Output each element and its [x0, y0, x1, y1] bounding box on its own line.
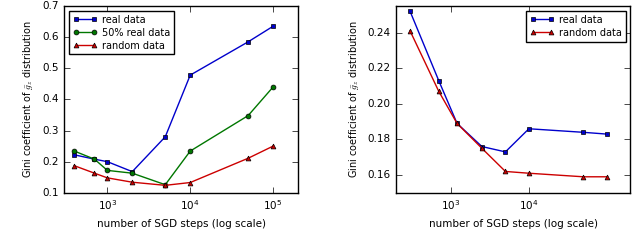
random data: [502, 170, 509, 173]
real data: [525, 127, 532, 130]
50% real data: [129, 172, 136, 175]
random data: [580, 175, 588, 178]
Line: real data: real data: [72, 24, 276, 174]
random data: [269, 145, 277, 147]
Line: random data: random data: [72, 144, 276, 188]
Line: random data: random data: [408, 28, 609, 179]
real data: [161, 135, 169, 138]
50% real data: [91, 158, 99, 161]
Y-axis label: Gini coefficient of $\bar{g}_z$ distribution: Gini coefficient of $\bar{g}_z$ distribu…: [21, 21, 35, 178]
real data: [453, 122, 461, 125]
random data: [186, 181, 194, 184]
50% real data: [186, 150, 194, 153]
random data: [70, 164, 78, 167]
real data: [502, 150, 509, 153]
random data: [603, 175, 611, 178]
random data: [453, 122, 461, 125]
50% real data: [161, 183, 169, 186]
real data: [104, 160, 111, 163]
Line: real data: real data: [408, 9, 609, 154]
random data: [525, 172, 532, 175]
random data: [406, 29, 414, 32]
50% real data: [269, 86, 277, 88]
50% real data: [104, 169, 111, 172]
real data: [406, 10, 414, 13]
real data: [580, 131, 588, 134]
random data: [435, 90, 443, 93]
random data: [91, 172, 99, 175]
real data: [129, 170, 136, 173]
random data: [129, 181, 136, 184]
random data: [478, 147, 486, 150]
real data: [435, 79, 443, 82]
real data: [603, 133, 611, 135]
real data: [478, 145, 486, 148]
real data: [186, 74, 194, 77]
real data: [91, 158, 99, 161]
random data: [244, 157, 252, 160]
Y-axis label: Gini coefficient of $\bar{g}_z$ distribution: Gini coefficient of $\bar{g}_z$ distribu…: [347, 21, 361, 178]
50% real data: [70, 150, 78, 153]
Legend: real data, random data: real data, random data: [525, 11, 625, 42]
real data: [269, 25, 277, 28]
50% real data: [244, 114, 252, 117]
Legend: real data, 50% real data, random data: real data, 50% real data, random data: [69, 11, 174, 54]
Line: 50% real data: 50% real data: [72, 85, 276, 187]
real data: [70, 153, 78, 156]
real data: [244, 40, 252, 43]
X-axis label: number of SGD steps (log scale): number of SGD steps (log scale): [97, 219, 266, 229]
X-axis label: number of SGD steps (log scale): number of SGD steps (log scale): [429, 219, 598, 229]
random data: [161, 184, 169, 187]
random data: [104, 176, 111, 179]
